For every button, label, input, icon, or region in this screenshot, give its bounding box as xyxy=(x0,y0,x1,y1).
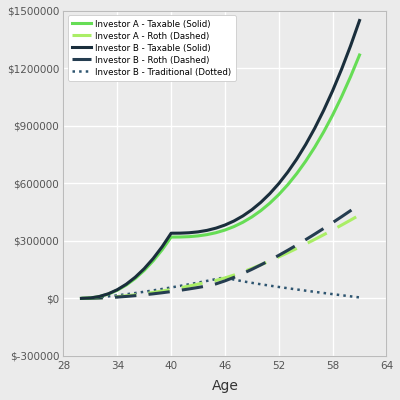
X-axis label: Age: Age xyxy=(212,379,238,393)
Legend: Investor A - Taxable (Solid), Investor A - Roth (Dashed), Investor B - Taxable (: Investor A - Taxable (Solid), Investor A… xyxy=(68,15,236,81)
